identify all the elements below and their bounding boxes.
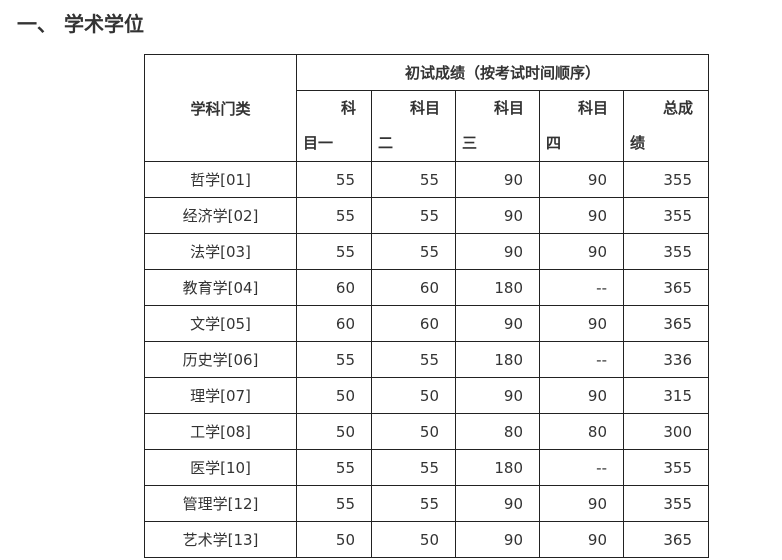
- score-cell: 55: [296, 161, 372, 198]
- score-cell: 50: [296, 413, 372, 450]
- score-cell: 50: [296, 521, 372, 558]
- score-cell: 80: [455, 413, 540, 450]
- category-cell: 艺术学[13]: [144, 521, 297, 558]
- header-line: 目一: [303, 134, 334, 152]
- score-cell: 355: [623, 161, 709, 198]
- score-cell: 180: [455, 269, 540, 306]
- table-row: 教育学[04] 60 60 180 -- 365: [144, 269, 709, 306]
- table-row: 哲学[01] 55 55 90 90 355: [144, 161, 709, 198]
- score-cell: 90: [539, 161, 624, 198]
- score-cell: 90: [539, 377, 624, 414]
- category-cell: 工学[08]: [144, 413, 297, 450]
- score-cell: 90: [539, 485, 624, 522]
- score-cell: 55: [371, 485, 456, 522]
- score-cell: 60: [371, 269, 456, 306]
- table-row: 文学[05] 60 60 90 90 365: [144, 305, 709, 342]
- header-line: 科目: [493, 99, 524, 117]
- score-cell: 300: [623, 413, 709, 450]
- category-cell: 医学[10]: [144, 449, 297, 486]
- table-row: 理学[07] 50 50 90 90 315: [144, 377, 709, 414]
- score-cell: 50: [371, 377, 456, 414]
- score-cell: 50: [371, 521, 456, 558]
- header-line: 二: [378, 134, 394, 152]
- score-table: 学科门类 初试成绩（按考试时间顺序） 科目一 科目二科目三科目四总成绩 哲学[01…: [144, 54, 709, 558]
- score-cell: 55: [296, 341, 372, 378]
- table-row: 医学[10] 55 55 180 -- 355: [144, 449, 709, 486]
- score-cell: 55: [296, 449, 372, 486]
- section-title: 一、 学术学位: [17, 12, 144, 36]
- table-row: 法学[03] 55 55 90 90 355: [144, 233, 709, 270]
- score-cell: 180: [455, 341, 540, 378]
- score-cell: 365: [623, 305, 709, 342]
- score-cell: 60: [296, 269, 372, 306]
- category-cell: 法学[03]: [144, 233, 297, 270]
- score-cell: 90: [455, 233, 540, 270]
- category-cell: 经济学[02]: [144, 197, 297, 234]
- score-cell: 90: [539, 233, 624, 270]
- category-cell: 历史学[06]: [144, 341, 297, 378]
- category-cell: 哲学[01]: [144, 161, 297, 198]
- score-cell: 60: [296, 305, 372, 342]
- score-cell: 90: [455, 377, 540, 414]
- table-row: 经济学[02] 55 55 90 90 355: [144, 197, 709, 234]
- table-row: 艺术学[13] 50 50 90 90 365: [144, 521, 709, 558]
- subject-header: 科目三: [455, 90, 540, 162]
- score-cell: 80: [539, 413, 624, 450]
- score-cell: 90: [455, 485, 540, 522]
- category-cell: 教育学[04]: [144, 269, 297, 306]
- header-line: 科目: [577, 99, 608, 117]
- score-cell: 355: [623, 197, 709, 234]
- table-row: 管理学[12] 55 55 90 90 355: [144, 485, 709, 522]
- score-cell: 90: [539, 197, 624, 234]
- score-cell: 315: [623, 377, 709, 414]
- header-line: 三: [462, 134, 478, 152]
- category-cell: 理学[07]: [144, 377, 297, 414]
- score-cell: 60: [371, 305, 456, 342]
- table-row: 历史学[06] 55 55 180 -- 336: [144, 341, 709, 378]
- score-cell: 365: [623, 269, 709, 306]
- score-cell: 355: [623, 485, 709, 522]
- score-cell: 90: [539, 521, 624, 558]
- score-cell: 55: [296, 233, 372, 270]
- subject-header: 科目一: [296, 90, 372, 162]
- header-line: 总成: [662, 99, 693, 117]
- score-cell: 55: [296, 197, 372, 234]
- score-cell: 180: [455, 449, 540, 486]
- score-cell: 365: [623, 521, 709, 558]
- score-cell: 355: [623, 449, 709, 486]
- header-line: 科目: [409, 99, 440, 117]
- score-cell: 55: [371, 449, 456, 486]
- score-cell: --: [539, 449, 624, 486]
- score-cell: 50: [371, 413, 456, 450]
- score-cell: 90: [539, 305, 624, 342]
- category-cell: 文学[05]: [144, 305, 297, 342]
- subject-header: 总成绩: [623, 90, 709, 162]
- header-line: 绩: [630, 134, 646, 152]
- score-cell: 90: [455, 197, 540, 234]
- category-cell: 管理学[12]: [144, 485, 297, 522]
- header-line: 四: [546, 134, 562, 152]
- subject-header: 科目二: [371, 90, 456, 162]
- subject-header: 科目四: [539, 90, 624, 162]
- score-cell: --: [539, 269, 624, 306]
- score-cell: 90: [455, 521, 540, 558]
- score-cell: 90: [455, 305, 540, 342]
- score-cell: 50: [296, 377, 372, 414]
- score-cell: 55: [371, 341, 456, 378]
- score-cell: 355: [623, 233, 709, 270]
- group-header: 初试成绩（按考试时间顺序）: [296, 54, 709, 91]
- category-header: 学科门类: [144, 54, 297, 162]
- table-row: 工学[08] 50 50 80 80 300: [144, 413, 709, 450]
- score-cell: 55: [296, 485, 372, 522]
- score-cell: 55: [371, 233, 456, 270]
- score-cell: 90: [455, 161, 540, 198]
- score-cell: 55: [371, 197, 456, 234]
- header-line: 科: [340, 99, 356, 117]
- score-cell: 336: [623, 341, 709, 378]
- score-cell: 55: [371, 161, 456, 198]
- score-cell: --: [539, 341, 624, 378]
